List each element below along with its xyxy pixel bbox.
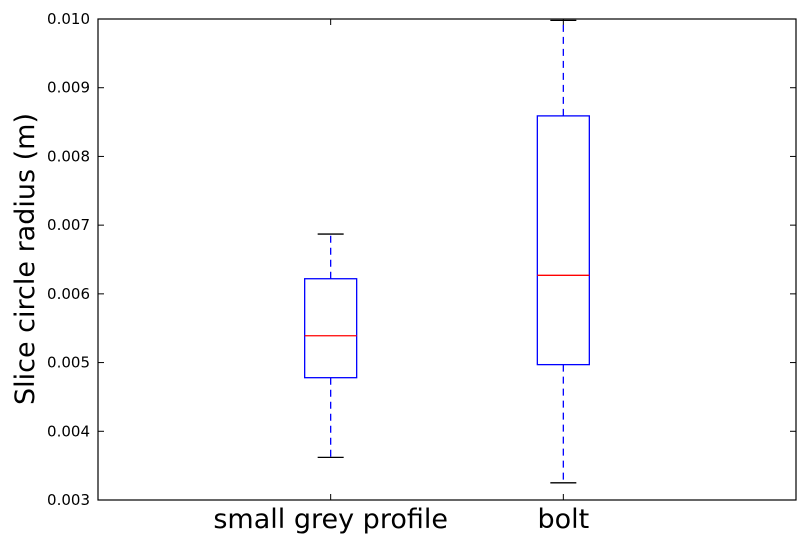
- x-category-label: small grey profile: [213, 504, 448, 535]
- plot-frame: [97, 18, 797, 501]
- y-tick-label: 0.008: [47, 147, 90, 165]
- box-iqr: [304, 278, 358, 379]
- y-tick-label: 0.009: [47, 79, 90, 97]
- y-tick-label: 0.007: [47, 216, 90, 234]
- x-category-label: bolt: [537, 504, 589, 535]
- box-iqr: [536, 115, 590, 366]
- plot-area: 0.003 0.004 0.005 0.006 0.007 0.008 0.009 0.010…: [47, 10, 797, 535]
- y-tick-label: 0.006: [47, 285, 90, 303]
- y-tick-label: 0.004: [47, 422, 90, 440]
- y-axis-title: Slice circle radius (m): [10, 113, 41, 405]
- y-tick-label: 0.010: [47, 10, 90, 28]
- y-tick-label: 0.003: [47, 491, 90, 509]
- y-tick-label: 0.005: [47, 354, 90, 372]
